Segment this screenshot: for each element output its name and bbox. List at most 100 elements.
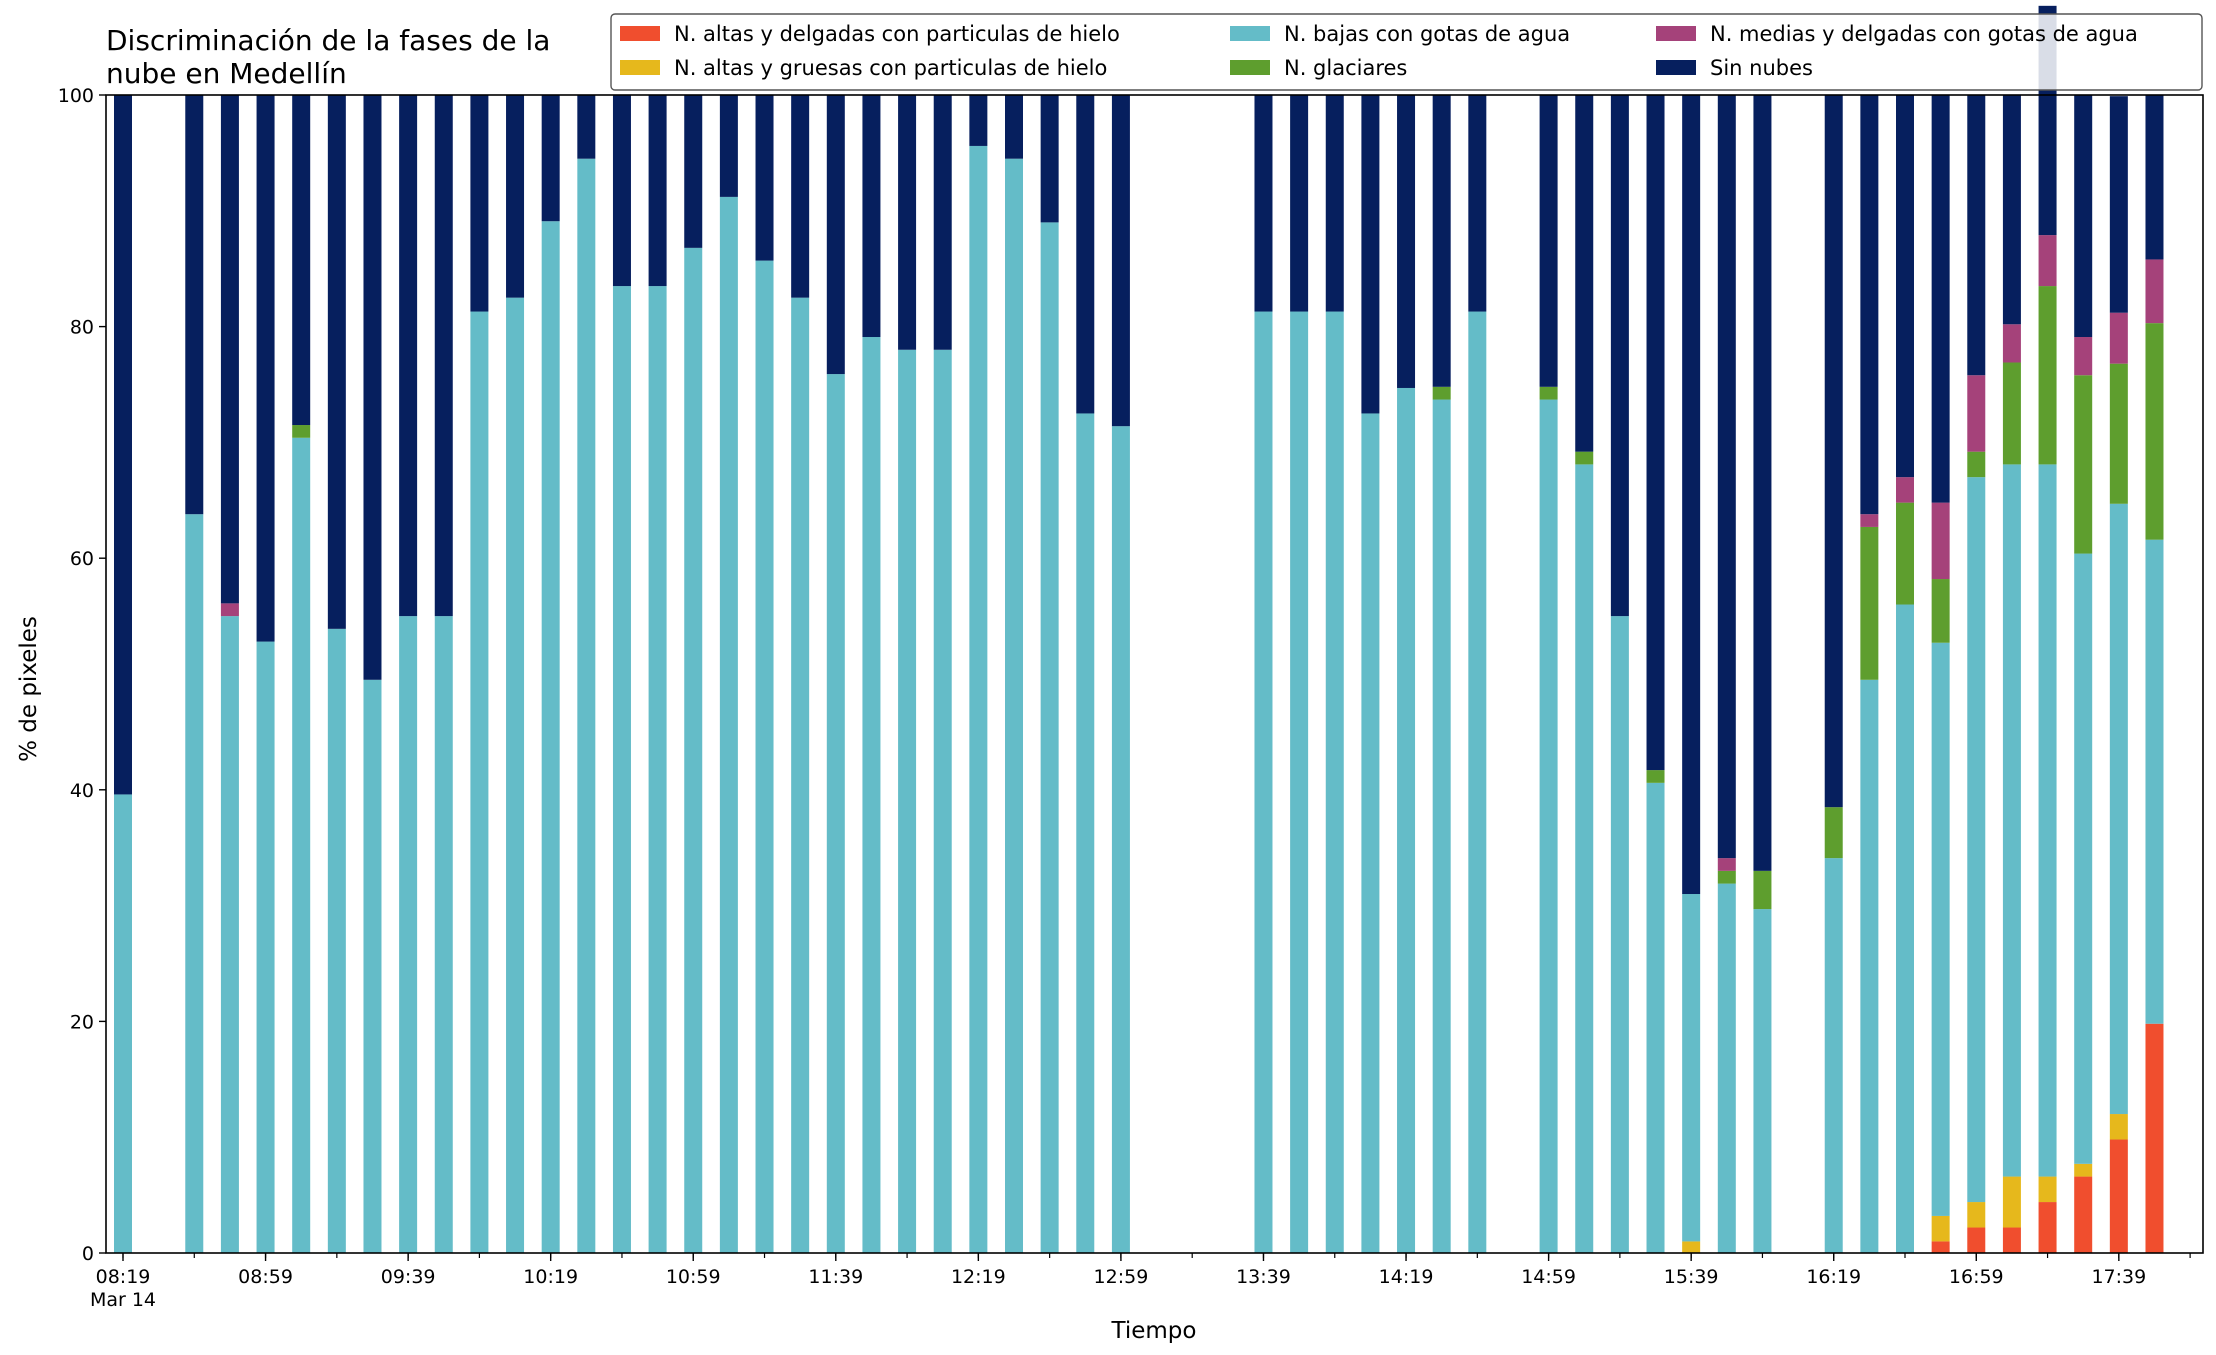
legend-entry: Sin nubes [1710, 56, 1813, 80]
bar-segment-2-57 [2145, 539, 2164, 1024]
bar-segment-4-56 [2109, 312, 2128, 364]
x-tick-label: 11:39 [808, 1266, 863, 1288]
bar-segment-2-9 [434, 616, 453, 1253]
bar-segment-2-42 [1610, 616, 1629, 1253]
bar-segment-5-15 [648, 95, 667, 287]
bar-segment-5-19 [791, 95, 810, 298]
y-tick-label: 40 [70, 780, 94, 802]
chart-title: Discriminación de la fases de la [106, 24, 550, 57]
bar-segment-4-50 [1896, 477, 1914, 503]
bar-segment-5-5 [292, 95, 311, 426]
bar-segment-3-51 [1931, 579, 1950, 643]
x-tick-label: 12:59 [1094, 1266, 1149, 1288]
bar-segment-2-5 [292, 437, 311, 1253]
bar-segment-3-48 [1824, 807, 1843, 859]
bar-segment-5-27 [1076, 95, 1095, 414]
bar-segment-5-18 [755, 95, 774, 261]
y-axis-label: % de pixeles [16, 616, 42, 762]
bar-segment-4-3 [220, 603, 239, 617]
legend-swatch [1230, 60, 1270, 75]
bar-segment-2-23 [933, 349, 952, 1253]
bar-segment-4-45 [1717, 858, 1736, 871]
bar-segment-3-5 [292, 425, 311, 438]
bar-segment-3-57 [2145, 323, 2164, 540]
legend-entry: N. altas y delgadas con particulas de hi… [674, 22, 1120, 46]
bar-segment-5-56 [2109, 96, 2128, 313]
legend-entry: N. bajas con gotas de agua [1284, 22, 1570, 46]
bar-segment-5-55 [2074, 95, 2093, 338]
bar-segment-5-25 [1005, 95, 1023, 159]
bar-segment-2-10 [470, 311, 489, 1253]
bar-segment-2-54 [2038, 464, 2057, 1177]
bar-segment-5-33 [1290, 95, 1309, 312]
bar-segment-2-34 [1325, 311, 1344, 1253]
bar-segment-2-50 [1896, 604, 1914, 1253]
bar-segment-2-6 [327, 628, 346, 1253]
bar-segment-5-26 [1040, 95, 1059, 223]
plot-frame [105, 94, 2204, 1254]
bar-segment-5-13 [577, 95, 596, 159]
bar-segment-2-19 [791, 297, 810, 1253]
bar-segment-1-54 [2038, 1176, 2057, 1203]
bar-segment-5-28 [1111, 95, 1130, 427]
bar-segment-5-3 [220, 95, 239, 604]
bar-segment-5-22 [898, 95, 917, 350]
y-tick-label: 20 [70, 1011, 94, 1033]
bar-segment-5-53 [2002, 95, 2021, 325]
bar-segment-2-45 [1717, 883, 1736, 1253]
bar-segment-1-56 [2109, 1114, 2128, 1140]
legend-swatch [620, 60, 660, 75]
bar-segment-2-11 [506, 297, 525, 1253]
bar-segment-5-17 [719, 95, 738, 197]
bar-segment-2-32 [1254, 311, 1273, 1253]
x-tick-label: 09:39 [381, 1266, 436, 1288]
bar-segment-5-48 [1824, 95, 1843, 808]
bar-segment-5-50 [1896, 95, 1914, 478]
bar-segment-5-34 [1325, 95, 1344, 312]
bar-segment-5-46 [1753, 95, 1772, 871]
bar-segment-3-50 [1896, 502, 1914, 605]
bar-segment-5-42 [1610, 95, 1629, 617]
bar-segment-2-0 [114, 794, 132, 1253]
bar-segment-3-46 [1753, 870, 1772, 910]
bar-segment-2-18 [755, 260, 774, 1254]
x-tick-label: 15:39 [1664, 1266, 1719, 1288]
bar-segment-5-12 [541, 95, 560, 222]
bar-segment-2-28 [1111, 426, 1130, 1253]
x-tick-label: 10:59 [666, 1266, 721, 1288]
bar-segment-2-49 [1860, 679, 1879, 1253]
bar-segment-5-10 [470, 95, 489, 312]
bar-segment-5-23 [933, 95, 952, 350]
bars-layer [114, 5, 2164, 1254]
x-tick-label: 14:19 [1379, 1266, 1434, 1288]
bar-segment-5-43 [1646, 95, 1665, 771]
bar-segment-2-8 [399, 616, 418, 1253]
bar-segment-1-51 [1931, 1215, 1950, 1242]
bar-segment-3-56 [2109, 363, 2128, 504]
bar-segment-5-35 [1361, 95, 1380, 414]
bar-segment-2-35 [1361, 413, 1380, 1253]
bar-segment-3-43 [1646, 770, 1665, 783]
bar-segment-5-21 [862, 95, 881, 338]
bar-segment-2-21 [862, 337, 881, 1253]
bar-segment-2-26 [1040, 222, 1059, 1253]
bar-segment-3-54 [2038, 286, 2057, 465]
bar-segment-2-22 [898, 349, 917, 1253]
bar-segment-5-8 [399, 95, 418, 617]
bar-segment-5-52 [1967, 95, 1986, 376]
x-tick-label: 08:59 [238, 1266, 293, 1288]
bar-segment-4-53 [2002, 324, 2021, 363]
bar-segment-2-12 [541, 221, 560, 1254]
bar-segment-5-51 [1931, 95, 1950, 503]
bar-segment-3-41 [1575, 451, 1594, 465]
bar-segment-2-44 [1682, 894, 1701, 1242]
bar-segment-2-24 [969, 145, 988, 1254]
legend-swatch [1230, 26, 1270, 41]
bar-segment-5-4 [256, 95, 275, 642]
bar-segment-5-49 [1860, 95, 1879, 515]
bar-segment-1-52 [1967, 1202, 1986, 1228]
bar-segment-2-51 [1931, 642, 1950, 1216]
bar-segment-5-40 [1539, 95, 1558, 387]
bar-segment-5-7 [363, 95, 382, 680]
